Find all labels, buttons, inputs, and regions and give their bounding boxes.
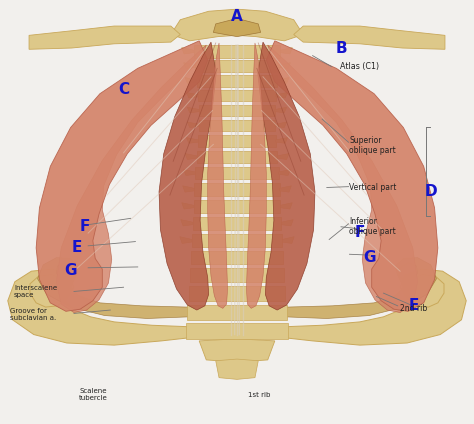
Polygon shape: [186, 323, 288, 339]
Polygon shape: [294, 26, 445, 49]
Text: Groove for
subclavian a.: Groove for subclavian a.: [10, 308, 56, 321]
Polygon shape: [281, 47, 292, 54]
Polygon shape: [171, 9, 303, 41]
Polygon shape: [197, 151, 277, 163]
Polygon shape: [194, 183, 280, 196]
Polygon shape: [258, 42, 315, 310]
Polygon shape: [182, 186, 194, 192]
Text: 2nd rib: 2nd rib: [400, 304, 427, 313]
Polygon shape: [216, 359, 258, 379]
Polygon shape: [185, 153, 197, 159]
Polygon shape: [197, 75, 277, 86]
Polygon shape: [191, 234, 283, 248]
Text: A: A: [231, 9, 243, 24]
Polygon shape: [159, 42, 216, 310]
Polygon shape: [183, 63, 195, 69]
Polygon shape: [275, 122, 287, 128]
Polygon shape: [199, 105, 275, 116]
Polygon shape: [186, 92, 198, 98]
Polygon shape: [29, 26, 180, 49]
Polygon shape: [283, 237, 294, 243]
Polygon shape: [191, 251, 283, 265]
Polygon shape: [56, 45, 206, 312]
Polygon shape: [279, 63, 291, 69]
Polygon shape: [193, 200, 281, 213]
Text: Scalene
tubercle: Scalene tubercle: [79, 388, 107, 401]
Polygon shape: [180, 237, 191, 243]
Polygon shape: [182, 47, 193, 54]
Text: E: E: [409, 298, 419, 313]
Polygon shape: [192, 217, 282, 230]
Polygon shape: [277, 153, 289, 159]
Polygon shape: [213, 19, 261, 36]
Text: C: C: [118, 82, 129, 97]
Polygon shape: [266, 41, 438, 311]
Polygon shape: [199, 339, 275, 362]
Polygon shape: [190, 268, 284, 282]
Polygon shape: [280, 186, 292, 192]
Polygon shape: [246, 43, 266, 308]
Polygon shape: [277, 78, 289, 83]
Polygon shape: [182, 203, 193, 209]
Text: D: D: [424, 184, 437, 199]
Text: 1st rib: 1st rib: [248, 392, 271, 398]
Polygon shape: [275, 107, 287, 113]
Polygon shape: [193, 45, 281, 58]
Text: Interscalene
space: Interscalene space: [14, 285, 57, 298]
Polygon shape: [195, 60, 279, 72]
Text: Atlas (C1): Atlas (C1): [340, 62, 379, 71]
Polygon shape: [199, 120, 275, 131]
Text: G: G: [363, 250, 375, 265]
Polygon shape: [282, 220, 293, 226]
Polygon shape: [276, 137, 288, 143]
Polygon shape: [36, 41, 208, 311]
Polygon shape: [195, 167, 279, 179]
Polygon shape: [268, 45, 418, 312]
Text: Vertical part: Vertical part: [349, 183, 397, 192]
Text: G: G: [64, 263, 77, 278]
Polygon shape: [247, 258, 437, 318]
Text: F: F: [80, 219, 90, 234]
Polygon shape: [181, 220, 192, 226]
Text: Inferior
oblique part: Inferior oblique part: [349, 217, 396, 237]
Polygon shape: [187, 107, 199, 113]
Text: B: B: [335, 41, 347, 56]
Polygon shape: [8, 269, 228, 345]
Polygon shape: [208, 43, 228, 308]
Polygon shape: [198, 135, 276, 147]
Polygon shape: [183, 170, 195, 176]
Polygon shape: [37, 258, 227, 318]
Polygon shape: [279, 170, 291, 176]
Polygon shape: [186, 137, 198, 143]
Polygon shape: [187, 122, 199, 128]
Polygon shape: [281, 203, 292, 209]
Text: F: F: [355, 225, 365, 240]
Polygon shape: [276, 92, 288, 98]
Polygon shape: [189, 286, 285, 301]
Polygon shape: [198, 90, 276, 101]
Text: Superior
oblique part: Superior oblique part: [349, 136, 396, 155]
Polygon shape: [246, 269, 466, 345]
Polygon shape: [185, 78, 197, 83]
Polygon shape: [187, 304, 287, 320]
Text: E: E: [72, 240, 82, 255]
